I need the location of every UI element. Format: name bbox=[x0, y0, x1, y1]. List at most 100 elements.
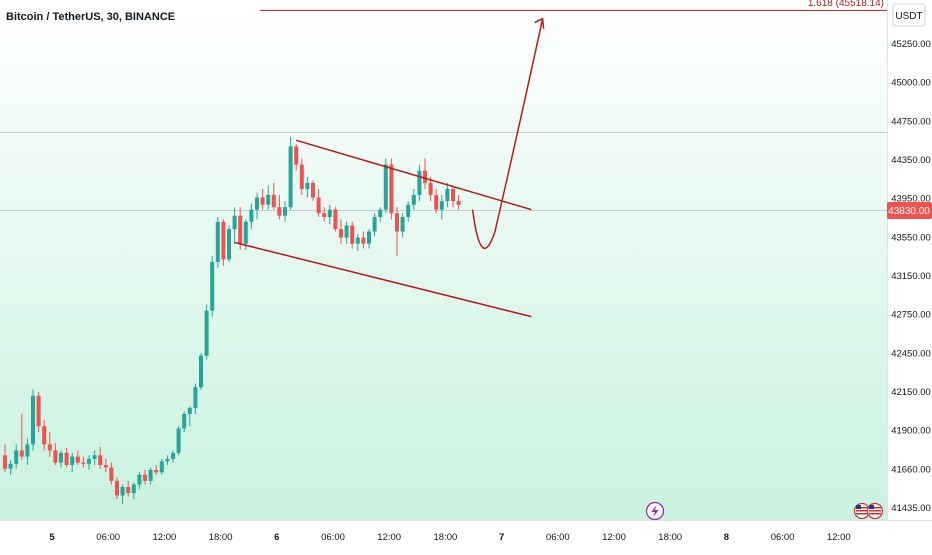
candle-body bbox=[238, 215, 243, 244]
candle-body bbox=[137, 474, 142, 485]
candle-body bbox=[422, 170, 428, 183]
candle-body bbox=[294, 146, 299, 165]
candle-body bbox=[428, 182, 433, 196]
candle-body bbox=[30, 395, 36, 445]
candle-body bbox=[299, 164, 304, 189]
candle-body bbox=[434, 195, 439, 210]
candle-body bbox=[19, 450, 24, 457]
candle-body bbox=[86, 458, 92, 464]
candle-body bbox=[193, 387, 198, 408]
candle-body bbox=[266, 195, 271, 205]
candle-body bbox=[333, 209, 338, 230]
fib-level-label: 1.618 (45518.14) bbox=[808, 0, 884, 9]
candle-body bbox=[260, 197, 265, 205]
time-tick-label: 18:00 bbox=[209, 532, 233, 543]
time-tick-label: 12:00 bbox=[827, 532, 851, 543]
candle-body bbox=[114, 480, 120, 496]
candle-body bbox=[366, 231, 372, 244]
candle-body bbox=[305, 182, 310, 189]
candle-body bbox=[47, 444, 52, 451]
plot-background bbox=[0, 0, 887, 520]
candle-body bbox=[361, 237, 366, 244]
candle-body bbox=[64, 452, 69, 466]
price-tick-label: 42150.00 bbox=[891, 387, 931, 398]
channel-lower-line bbox=[234, 241, 532, 318]
candle-body bbox=[170, 452, 176, 459]
candle-body bbox=[70, 456, 75, 466]
candle-body bbox=[389, 164, 394, 214]
candle-body bbox=[249, 209, 254, 222]
candle-body bbox=[322, 213, 327, 217]
candle-body bbox=[232, 215, 237, 230]
current-price-label: 43830.00 bbox=[888, 206, 930, 217]
economic-event-icon[interactable] bbox=[645, 501, 665, 521]
time-tick-label: 06:00 bbox=[96, 532, 120, 543]
time-tick-label: 12:00 bbox=[377, 532, 401, 543]
price-tick-label: 42750.00 bbox=[891, 310, 931, 321]
candles-layer bbox=[2, 136, 461, 504]
candle-body bbox=[344, 225, 349, 238]
channel-upper-line bbox=[295, 139, 532, 211]
time-tick-label: 12:00 bbox=[602, 532, 626, 543]
fib-label-group: 1.618 (45518.14) bbox=[808, 0, 886, 9]
candle-body bbox=[310, 182, 316, 198]
candle-body bbox=[165, 458, 170, 462]
time-tick-label: 06:00 bbox=[546, 532, 570, 543]
currency-button[interactable]: USDT bbox=[892, 3, 926, 27]
candle-body bbox=[25, 444, 30, 457]
candle-body bbox=[8, 463, 13, 469]
candle-body bbox=[58, 452, 64, 463]
candle-body bbox=[221, 221, 226, 260]
drawings-layer bbox=[234, 9, 887, 318]
candle-body bbox=[450, 188, 456, 202]
candle-body bbox=[154, 469, 159, 473]
time-axis-background bbox=[0, 520, 932, 550]
time-axis[interactable]: 5 06:00 12:00 18:00 6 06:00 12:00 18:00 7 06:00 12… bbox=[49, 532, 850, 543]
candle-body bbox=[148, 469, 153, 481]
candle-body bbox=[81, 462, 86, 464]
chart-title: Bitcoin / TetherUS, 30, BINANCE bbox=[6, 11, 175, 23]
price-axis[interactable]: 45250.00 45000.00 44750.00 44350.00 43950.00… bbox=[891, 39, 931, 514]
price-tick-label: 41435.00 bbox=[891, 503, 931, 514]
candle-body bbox=[282, 207, 288, 216]
candle-body bbox=[142, 474, 148, 481]
candle-body bbox=[277, 207, 282, 216]
currency-button-label[interactable]: USDT bbox=[895, 11, 922, 22]
price-tick-label: 45000.00 bbox=[891, 78, 931, 89]
price-tick-label: 43150.00 bbox=[891, 271, 931, 282]
us-flag-icon[interactable] bbox=[866, 502, 884, 520]
candle-body bbox=[92, 455, 97, 459]
candle-body bbox=[350, 225, 355, 244]
time-tick-label: 12:00 bbox=[153, 532, 177, 543]
candle-body bbox=[271, 195, 276, 208]
candle-body bbox=[372, 216, 377, 232]
price-tick-label: 45250.00 bbox=[891, 39, 931, 50]
time-tick-label: 8 bbox=[724, 532, 729, 543]
candle-body bbox=[2, 455, 8, 469]
candle-body bbox=[131, 484, 136, 494]
candle-body bbox=[42, 426, 47, 445]
candle-body bbox=[243, 221, 248, 244]
candle-body bbox=[456, 201, 461, 205]
time-tick-label: 18:00 bbox=[658, 532, 682, 543]
candle-body bbox=[215, 221, 220, 262]
candle-body bbox=[176, 428, 181, 453]
current-price-tag: 43830.00 bbox=[887, 202, 932, 219]
price-tick-label: 41900.00 bbox=[891, 426, 931, 437]
candle-body bbox=[53, 450, 58, 463]
price-tick-label: 41660.00 bbox=[891, 464, 931, 475]
candle-body bbox=[378, 209, 383, 217]
candle-body bbox=[327, 209, 332, 217]
price-tick-label: 44350.00 bbox=[891, 155, 931, 166]
candle-body bbox=[383, 164, 388, 210]
candle-body bbox=[394, 213, 400, 232]
price-axis-background bbox=[887, 0, 932, 520]
candle-body bbox=[14, 450, 19, 464]
time-tick-label: 06:00 bbox=[771, 532, 795, 543]
candle-body bbox=[411, 195, 416, 205]
candle-body bbox=[159, 461, 164, 473]
candle-body bbox=[406, 204, 411, 217]
candle-body bbox=[288, 146, 293, 208]
